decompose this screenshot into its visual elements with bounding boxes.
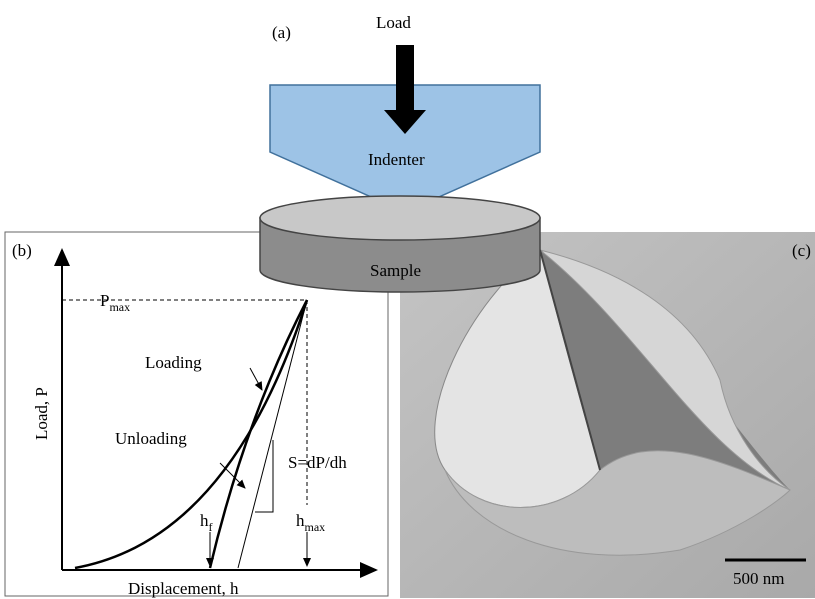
load-label: Load	[376, 13, 411, 32]
panel-b-label: (b)	[12, 241, 32, 260]
figure: 500 nm (c) (b) Pmax Loading Unloading S=…	[0, 0, 815, 599]
indenter-label: Indenter	[368, 150, 425, 169]
loading-label: Loading	[145, 353, 202, 372]
panel-a-label: (a)	[272, 23, 291, 42]
panel-c-label: (c)	[792, 241, 811, 260]
unloading-label: Unloading	[115, 429, 187, 448]
sample-label: Sample	[370, 261, 421, 280]
symbol: P	[100, 291, 109, 310]
x-axis-label: Displacement, h	[128, 579, 239, 598]
y-axis-label: Load, P	[32, 387, 51, 440]
subscript: f	[209, 520, 213, 534]
stiffness-label: S=dP/dh	[288, 453, 347, 472]
subscript: max	[109, 300, 130, 314]
scale-bar-label: 500 nm	[733, 569, 784, 588]
subscript: max	[305, 520, 326, 534]
